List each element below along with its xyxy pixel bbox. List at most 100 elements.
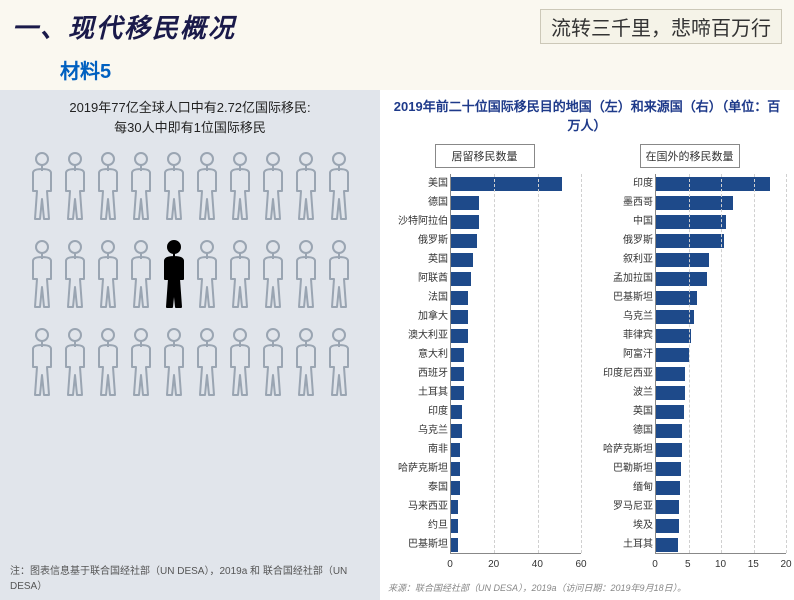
bar-label: 沙特阿拉伯 bbox=[398, 212, 448, 231]
bar bbox=[451, 386, 464, 400]
bar-label: 乌克兰 bbox=[623, 307, 653, 326]
person-icon bbox=[27, 327, 57, 397]
bar bbox=[656, 462, 681, 476]
person-icon bbox=[225, 239, 255, 309]
bar-label: 约旦 bbox=[428, 516, 448, 535]
bar-label: 波兰 bbox=[633, 383, 653, 402]
bar-label: 菲律宾 bbox=[623, 326, 653, 345]
person-icon bbox=[324, 327, 354, 397]
x-tick: 20 bbox=[780, 559, 791, 570]
bar bbox=[451, 424, 462, 438]
x-tick: 0 bbox=[447, 559, 453, 570]
bar bbox=[656, 500, 679, 514]
people-row bbox=[27, 327, 354, 397]
bar-label: 墨西哥 bbox=[623, 193, 653, 212]
bar-row bbox=[451, 402, 581, 421]
bars-right bbox=[655, 174, 786, 554]
bar-label: 土耳其 bbox=[623, 535, 653, 554]
person-icon bbox=[258, 327, 288, 397]
bar-row bbox=[451, 478, 581, 497]
bar-label: 加拿大 bbox=[418, 307, 448, 326]
bar-row bbox=[451, 326, 581, 345]
bar bbox=[451, 348, 464, 362]
bar-label: 印度 bbox=[633, 174, 653, 193]
people-row bbox=[27, 151, 354, 221]
charts-title: 2019年前二十位国际移民目的地国（左）和来源国（右）（单位：百万人） bbox=[388, 96, 786, 134]
x-tick: 5 bbox=[685, 559, 691, 570]
bar bbox=[451, 196, 479, 210]
bar-label: 意大利 bbox=[418, 345, 448, 364]
bar bbox=[656, 291, 697, 305]
material-label: 材料5 bbox=[60, 55, 794, 84]
x-tick: 15 bbox=[748, 559, 759, 570]
bar bbox=[451, 443, 460, 457]
charts-footnote: 来源：联合国经社部（UN DESA），2019a（访问日期：2019年9月18日… bbox=[388, 581, 786, 594]
x-tick: 60 bbox=[575, 559, 586, 570]
person-icon bbox=[27, 151, 57, 221]
bar bbox=[451, 329, 468, 343]
bar-label: 巴基斯坦 bbox=[613, 288, 653, 307]
bar-row bbox=[451, 364, 581, 383]
bar-label: 乌克兰 bbox=[418, 421, 448, 440]
person-icon bbox=[291, 151, 321, 221]
bar bbox=[656, 538, 678, 552]
bar-label: 英国 bbox=[633, 402, 653, 421]
person-icon bbox=[258, 151, 288, 221]
bar-label: 俄罗斯 bbox=[623, 231, 653, 250]
bar bbox=[451, 405, 462, 419]
bar bbox=[656, 424, 682, 438]
bar-label: 阿富汗 bbox=[623, 345, 653, 364]
bar bbox=[656, 215, 726, 229]
person-icon bbox=[225, 327, 255, 397]
bar bbox=[656, 405, 684, 419]
person-icon bbox=[291, 327, 321, 397]
infographic-title: 2019年77亿全球人口中有2.72亿国际移民: 每30人中即有1位国际移民 bbox=[69, 98, 310, 137]
bar bbox=[656, 519, 679, 533]
chart-sources: 在国外的移民数量 印度墨西哥中国俄罗斯叙利亚孟加拉国巴基斯坦乌克兰菲律宾阿富汗印… bbox=[593, 144, 786, 575]
person-icon bbox=[60, 239, 90, 309]
person-icon bbox=[258, 239, 288, 309]
bar-label: 马来西亚 bbox=[408, 497, 448, 516]
person-icon bbox=[126, 327, 156, 397]
bar-row bbox=[451, 459, 581, 478]
bars-left bbox=[450, 174, 581, 554]
bar bbox=[451, 500, 458, 514]
bar bbox=[451, 519, 458, 533]
bar bbox=[451, 367, 464, 381]
bar-row bbox=[451, 421, 581, 440]
person-icon bbox=[291, 239, 321, 309]
person-icon bbox=[324, 151, 354, 221]
person-icon bbox=[93, 151, 123, 221]
bar bbox=[656, 367, 685, 381]
bar-row bbox=[451, 212, 581, 231]
bar-label: 埃及 bbox=[633, 516, 653, 535]
person-icon bbox=[192, 151, 222, 221]
x-tick: 0 bbox=[652, 559, 658, 570]
bar bbox=[451, 462, 460, 476]
person-icon bbox=[93, 239, 123, 309]
bar-label: 叙利亚 bbox=[623, 250, 653, 269]
bar bbox=[656, 481, 680, 495]
bar bbox=[451, 177, 562, 191]
x-tick: 10 bbox=[715, 559, 726, 570]
bar-label: 罗马尼亚 bbox=[613, 497, 653, 516]
bar-label: 哈萨克斯坦 bbox=[398, 459, 448, 478]
person-icon bbox=[324, 239, 354, 309]
bar-label: 俄罗斯 bbox=[418, 231, 448, 250]
bar-label: 印度尼西亚 bbox=[603, 364, 653, 383]
labels-right: 印度墨西哥中国俄罗斯叙利亚孟加拉国巴基斯坦乌克兰菲律宾阿富汗印度尼西亚波兰英国德… bbox=[593, 174, 655, 554]
bar bbox=[656, 386, 685, 400]
bar-row bbox=[451, 269, 581, 288]
xaxis-right: 05101520 bbox=[655, 557, 786, 575]
section-title: 一、现代移民概况 bbox=[12, 8, 236, 45]
bar-label: 德国 bbox=[633, 421, 653, 440]
bar-row bbox=[451, 440, 581, 459]
bar-row bbox=[451, 231, 581, 250]
chart-header-right: 在国外的移民数量 bbox=[640, 144, 740, 168]
bar bbox=[451, 272, 471, 286]
bar-row bbox=[451, 345, 581, 364]
bar-row bbox=[451, 516, 581, 535]
chart-header-left: 居留移民数量 bbox=[435, 144, 535, 168]
person-icon bbox=[192, 239, 222, 309]
person-icon bbox=[159, 327, 189, 397]
